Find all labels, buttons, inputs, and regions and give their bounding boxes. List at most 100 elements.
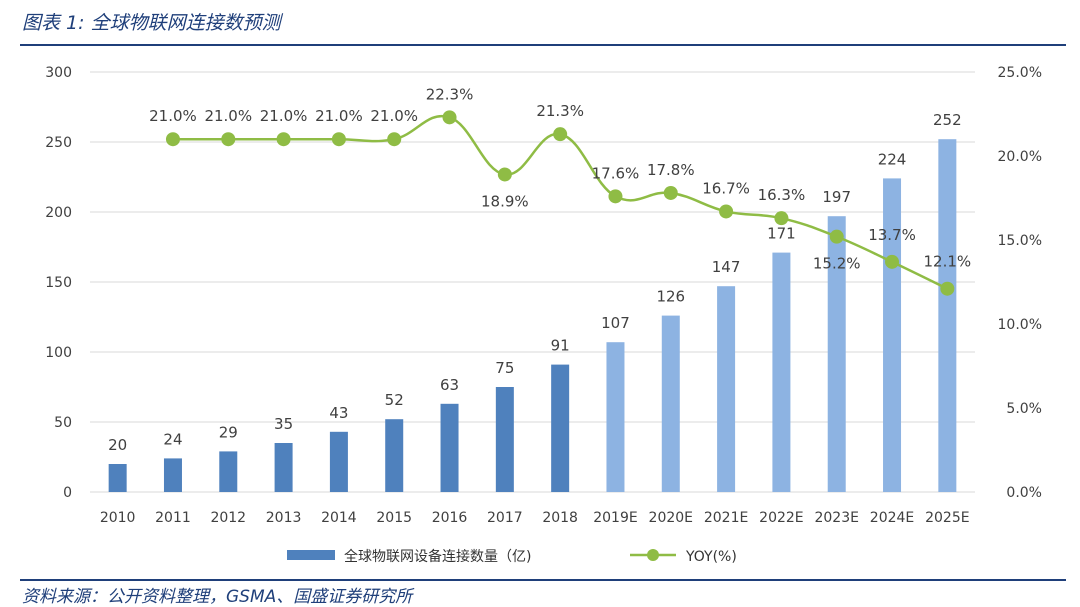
bar xyxy=(329,431,348,492)
source-rule xyxy=(20,579,1066,581)
left-axis-tick-label: 300 xyxy=(45,65,72,81)
bar-data-label: 75 xyxy=(495,359,514,377)
x-axis-tick-label: 2016 xyxy=(432,510,468,526)
line-series xyxy=(165,110,955,296)
right-axis-tick-label: 20.0% xyxy=(998,149,1042,165)
yoy-data-label: 15.2% xyxy=(813,255,861,273)
bar-data-label: 43 xyxy=(329,404,348,422)
right-axis-tick-label: 5.0% xyxy=(1006,401,1042,417)
yoy-data-label: 21.0% xyxy=(204,107,252,125)
yoy-point xyxy=(663,185,678,200)
yoy-point xyxy=(387,132,402,147)
yoy-point xyxy=(774,211,789,226)
yoy-data-label: 17.6% xyxy=(592,164,640,182)
legend: 全球物联网设备连接数量（亿) YOY(%) xyxy=(287,548,737,565)
source-note: 资料来源：公开资料整理，GSMA、国盛证券研究所 xyxy=(22,587,413,607)
yoy-point xyxy=(331,132,346,147)
x-axis-tick-label: 2014 xyxy=(321,510,357,526)
bar xyxy=(551,364,570,492)
yoy-data-label: 21.0% xyxy=(370,107,418,125)
bar xyxy=(440,403,459,492)
left-axis-tick-label: 0 xyxy=(63,485,72,501)
bar xyxy=(717,286,736,492)
yoy-point xyxy=(276,132,291,147)
bar xyxy=(495,387,514,492)
right-axis-tick-label: 15.0% xyxy=(998,233,1042,249)
x-axis-tick-label: 2020E xyxy=(649,510,693,526)
bar-data-label: 107 xyxy=(601,314,630,332)
chart: 20 24 29 354352637591107126147171197224252 … xyxy=(45,65,1042,565)
x-axis-tick-label: 2022E xyxy=(759,510,803,526)
bar-data-label: 29 xyxy=(219,423,238,441)
left-axis-tick-label: 250 xyxy=(45,135,72,151)
x-axis-tick-label: 2011 xyxy=(155,510,191,526)
yoy-data-label: 22.3% xyxy=(426,85,474,103)
yoy-point xyxy=(719,204,734,219)
yoy-point xyxy=(442,110,457,125)
x-axis-tick-label: 2019E xyxy=(593,510,637,526)
left-axis-tick-label: 200 xyxy=(45,205,72,221)
bar xyxy=(385,419,404,492)
right-axis-tick-label: 25.0% xyxy=(998,65,1042,81)
bar-data-label: 24 xyxy=(163,430,182,448)
yoy-data-label: 12.1% xyxy=(924,253,972,271)
bar-data-label: 147 xyxy=(712,258,741,276)
yoy-data-label: 16.3% xyxy=(758,186,806,204)
chart-title: 图表 1: 全球物联网连接数预测 xyxy=(22,12,281,34)
yoy-data-label: 16.7% xyxy=(702,179,750,197)
line-data-labels: 21.0% 21.0% 21.0% 21.0% 21.0% 22.3% 18.9% 21.3%… xyxy=(149,85,971,272)
x-axis-tick-label: 2025E xyxy=(925,510,969,526)
yoy-point xyxy=(553,127,568,142)
yoy-point xyxy=(940,281,955,296)
yoy-point xyxy=(165,132,180,147)
left-axis-tick-label: 100 xyxy=(45,345,72,361)
legend-bar-swatch xyxy=(287,550,335,560)
left-axis-tick-label: 150 xyxy=(45,275,72,291)
bar xyxy=(108,464,127,492)
bar-data-label: 52 xyxy=(385,391,404,409)
x-axis-tick-label: 2013 xyxy=(266,510,302,526)
bar-series xyxy=(108,139,957,492)
bar-data-label: 252 xyxy=(933,111,962,129)
legend-line-marker xyxy=(647,549,659,561)
right-axis: 0.0% 5.0% 10.0% 15.0% 20.0% 25.0% xyxy=(998,65,1042,501)
bar-data-label: 171 xyxy=(767,225,796,243)
bar-data-labels: 20 24 29 35 43 52 63 75 91 107 126 147 171 197 224 252 xyxy=(108,111,962,454)
legend-bar-label: 全球物联网设备连接数量（亿) xyxy=(344,548,531,565)
x-axis-tick-label: 2021E xyxy=(704,510,748,526)
yoy-point xyxy=(885,254,900,269)
x-axis-tick-label: 2017 xyxy=(487,510,523,526)
bar xyxy=(938,139,957,492)
bar-data-label: 126 xyxy=(656,288,685,306)
x-axis-tick-label: 2018 xyxy=(542,510,578,526)
bar-data-label: 197 xyxy=(822,188,851,206)
gridlines xyxy=(90,71,975,493)
left-axis: 0 50 100 150 200 250 300 xyxy=(45,65,72,501)
bar xyxy=(827,216,846,492)
yoy-data-label: 13.7% xyxy=(868,226,916,244)
yoy-point xyxy=(497,167,512,182)
yoy-data-label: 18.9% xyxy=(481,192,529,210)
yoy-data-label: 21.0% xyxy=(149,107,197,125)
left-axis-tick-label: 50 xyxy=(54,415,72,431)
x-axis-tick-label: 2023E xyxy=(814,510,858,526)
bar xyxy=(772,252,791,492)
x-axis-tick-label: 2012 xyxy=(210,510,246,526)
bar-data-label: 91 xyxy=(551,337,570,355)
x-axis-tick-label: 2010 xyxy=(100,510,136,526)
right-axis-tick-label: 10.0% xyxy=(998,317,1042,333)
yoy-point xyxy=(829,229,844,244)
yoy-point xyxy=(608,189,623,204)
bar-data-label: 224 xyxy=(878,150,907,168)
x-axis-tick-label: 2015 xyxy=(376,510,412,526)
legend-line-label: YOY(%) xyxy=(685,549,737,565)
yoy-data-label: 21.0% xyxy=(260,107,308,125)
yoy-data-label: 21.3% xyxy=(536,102,584,120)
bar xyxy=(661,315,680,492)
yoy-data-label: 17.8% xyxy=(647,161,695,179)
bar xyxy=(606,342,625,492)
x-axis-tick-label: 2024E xyxy=(870,510,914,526)
bar xyxy=(219,451,238,492)
bar-data-label: 63 xyxy=(440,376,459,394)
right-axis-tick-label: 0.0% xyxy=(1006,485,1042,501)
